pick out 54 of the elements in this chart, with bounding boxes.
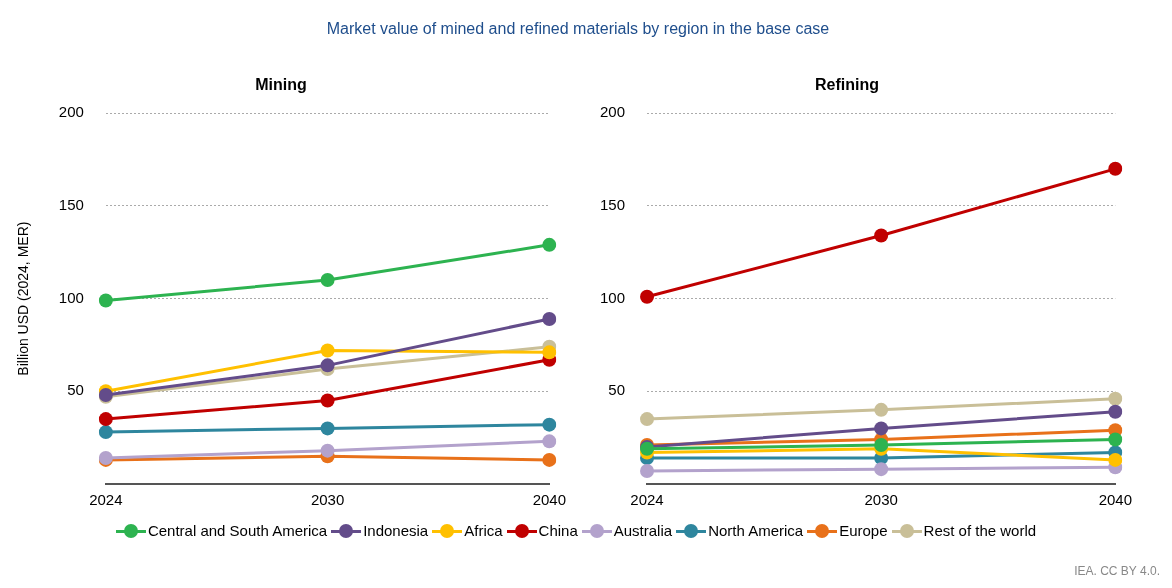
point: [98, 425, 113, 440]
point: [320, 273, 335, 288]
point: [98, 412, 113, 427]
point: [542, 311, 557, 326]
x-tick-label: 2030: [310, 491, 345, 509]
point: [542, 237, 557, 252]
x-tick-label: 2040: [1098, 491, 1132, 509]
y-tick-label: 200: [600, 103, 626, 121]
point: [1108, 404, 1123, 419]
y-tick-label: 150: [58, 196, 84, 214]
chart-title: Market value of mined and refined materials by region in the base case: [325, 20, 831, 38]
point: [98, 293, 113, 308]
point: [542, 417, 557, 432]
legend-label: Rest of the world: [923, 522, 1037, 539]
point: [542, 345, 557, 360]
point: [640, 464, 655, 479]
point: [874, 228, 889, 243]
legend-label: Africa: [464, 522, 503, 539]
point: [1108, 161, 1123, 176]
legend-label: Australia: [613, 522, 673, 539]
point: [1108, 391, 1123, 406]
point: [320, 443, 335, 458]
point: [542, 434, 557, 449]
point: [1108, 432, 1123, 447]
legend-label: Europe: [839, 522, 888, 539]
y-tick-label: 200: [58, 103, 84, 121]
x-tick-label: 2024: [630, 491, 664, 509]
x-tick-label: 2040: [532, 491, 566, 509]
y-tick-label: 50: [608, 381, 626, 399]
point: [320, 358, 335, 373]
point: [874, 421, 889, 436]
point: [874, 402, 889, 417]
point: [542, 452, 557, 467]
text: IEA. CC BY 4.0.: [1074, 564, 1160, 578]
chart-subtitle: Mining: [255, 76, 307, 94]
x-tick-label: 2030: [864, 491, 898, 509]
point: [874, 462, 889, 477]
point: [1108, 452, 1123, 467]
legend-label: Indonesia: [363, 522, 429, 539]
legend-label: Central and South America: [147, 522, 328, 539]
point: [640, 412, 655, 427]
point: [320, 421, 335, 436]
legend-label: North America: [708, 522, 804, 539]
x-tick-label: 2024: [89, 491, 123, 509]
point: [320, 393, 335, 408]
y-tick-label: 100: [58, 288, 84, 306]
y-tick-label: 50: [67, 381, 84, 399]
y-tick-label: 150: [600, 196, 626, 214]
chart-subtitle: Refining: [815, 76, 879, 94]
y-tick-label: 100: [600, 288, 626, 306]
y-axis-title: Billion USD (2024, MER): [15, 221, 32, 376]
point: [320, 343, 335, 358]
point: [640, 289, 655, 304]
legend-label: China: [538, 522, 578, 539]
